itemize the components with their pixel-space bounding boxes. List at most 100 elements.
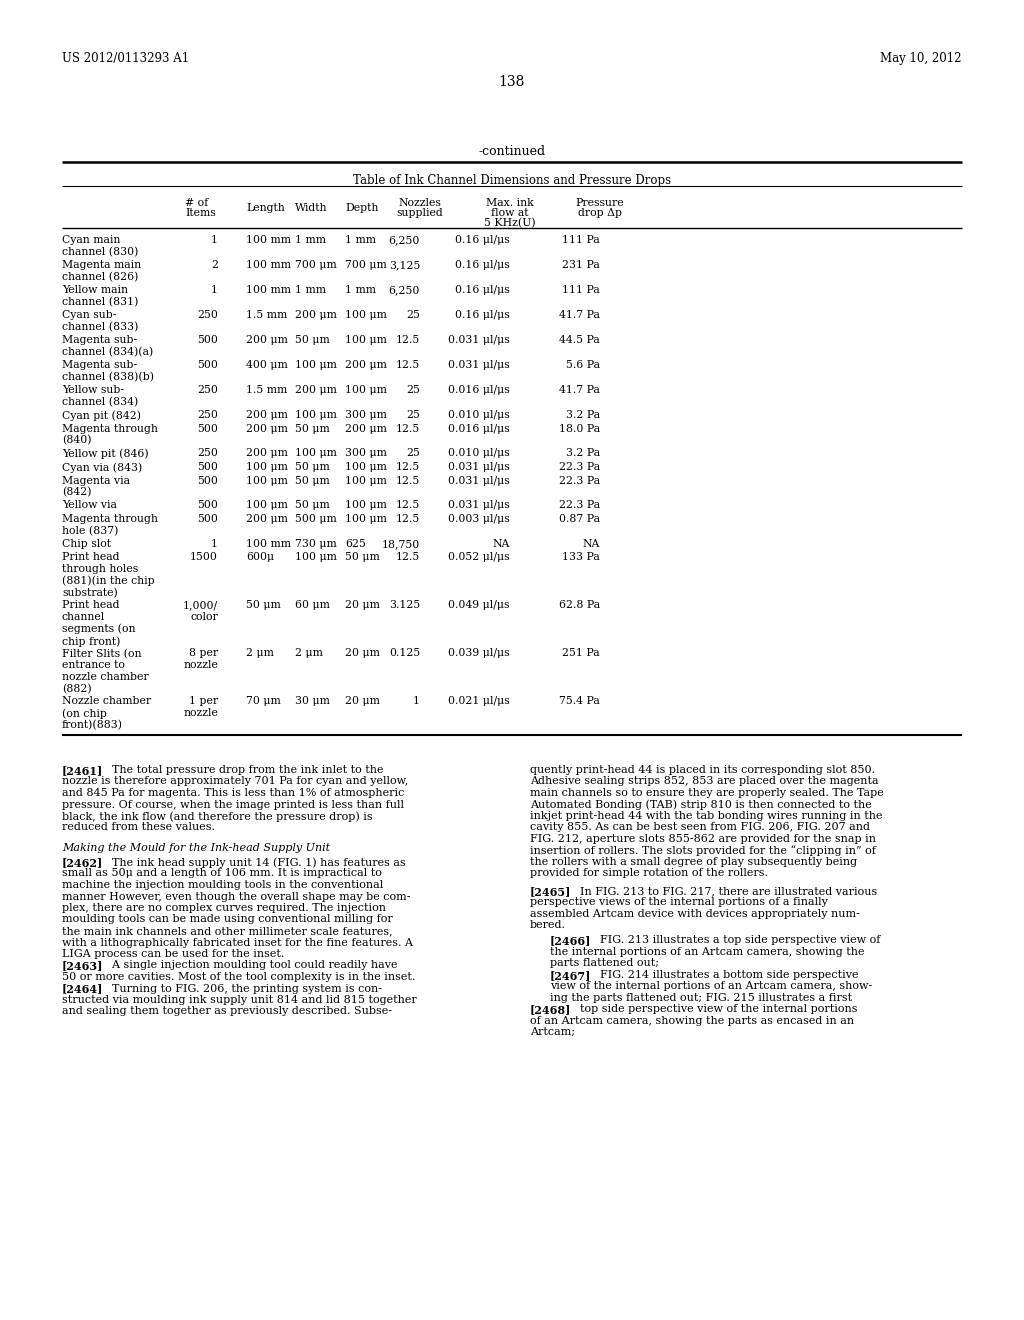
- Text: 50 μm: 50 μm: [295, 475, 330, 486]
- Text: 133 Pa: 133 Pa: [562, 553, 600, 562]
- Text: drop Δp: drop Δp: [578, 209, 622, 218]
- Text: Cyan main
channel (830): Cyan main channel (830): [62, 235, 138, 257]
- Text: [2463]: [2463]: [62, 961, 103, 972]
- Text: 600μ: 600μ: [246, 553, 274, 562]
- Text: 20 μm: 20 μm: [345, 648, 380, 659]
- Text: 0.016 μl/μs: 0.016 μl/μs: [449, 424, 510, 433]
- Text: 100 μm: 100 μm: [246, 462, 288, 473]
- Text: machine the injection moulding tools in the conventional: machine the injection moulding tools in …: [62, 880, 383, 890]
- Text: 0.031 μl/μs: 0.031 μl/μs: [449, 500, 510, 511]
- Text: supplied: supplied: [396, 209, 443, 218]
- Text: Yellow via: Yellow via: [62, 500, 117, 511]
- Text: 0.049 μl/μs: 0.049 μl/μs: [449, 601, 510, 610]
- Text: 20 μm: 20 μm: [345, 601, 380, 610]
- Text: pressure. Of course, when the image printed is less than full: pressure. Of course, when the image prin…: [62, 800, 404, 809]
- Text: 200 μm: 200 μm: [246, 335, 288, 345]
- Text: 1: 1: [413, 697, 420, 706]
- Text: 12.5: 12.5: [395, 360, 420, 370]
- Text: 500 μm: 500 μm: [295, 513, 337, 524]
- Text: Magenta sub-
channel (834)(a): Magenta sub- channel (834)(a): [62, 335, 154, 356]
- Text: 3.2 Pa: 3.2 Pa: [566, 411, 600, 420]
- Text: 8 per
nozzle: 8 per nozzle: [183, 648, 218, 671]
- Text: 50 μm: 50 μm: [295, 335, 330, 345]
- Text: and 845 Pa for magenta. This is less than 1% of atmospheric: and 845 Pa for magenta. This is less tha…: [62, 788, 404, 799]
- Text: 18,750: 18,750: [382, 539, 420, 549]
- Text: 111 Pa: 111 Pa: [562, 235, 600, 246]
- Text: Yellow sub-
channel (834): Yellow sub- channel (834): [62, 385, 138, 407]
- Text: 500: 500: [198, 424, 218, 433]
- Text: Adhesive sealing strips 852, 853 are placed over the magenta: Adhesive sealing strips 852, 853 are pla…: [530, 776, 879, 787]
- Text: 100 μm: 100 μm: [295, 449, 337, 458]
- Text: reduced from these values.: reduced from these values.: [62, 822, 215, 833]
- Text: Print head
channel
segments (on
chip front): Print head channel segments (on chip fro…: [62, 601, 135, 647]
- Text: and sealing them together as previously described. Subse-: and sealing them together as previously …: [62, 1006, 392, 1016]
- Text: 500: 500: [198, 475, 218, 486]
- Text: 250: 250: [198, 411, 218, 420]
- Text: 12.5: 12.5: [395, 513, 420, 524]
- Text: [2462]: [2462]: [62, 857, 103, 869]
- Text: 5 KHz(U): 5 KHz(U): [484, 218, 536, 228]
- Text: Yellow pit (846): Yellow pit (846): [62, 449, 148, 459]
- Text: 250: 250: [198, 310, 218, 319]
- Text: 0.16 μl/μs: 0.16 μl/μs: [456, 260, 510, 271]
- Text: 12.5: 12.5: [395, 424, 420, 433]
- Text: flow at: flow at: [492, 209, 528, 218]
- Text: 18.0 Pa: 18.0 Pa: [559, 424, 600, 433]
- Text: 500: 500: [198, 335, 218, 345]
- Text: 1 mm: 1 mm: [345, 235, 376, 246]
- Text: 100 μm: 100 μm: [295, 553, 337, 562]
- Text: [2461]: [2461]: [62, 766, 103, 776]
- Text: [2466]: [2466]: [550, 935, 592, 946]
- Text: 2 μm: 2 μm: [295, 648, 323, 659]
- Text: 0.16 μl/μs: 0.16 μl/μs: [456, 310, 510, 319]
- Text: 200 μm: 200 μm: [295, 385, 337, 395]
- Text: Magenta through
hole (837): Magenta through hole (837): [62, 513, 158, 536]
- Text: ing the parts flattened out; FIG. 215 illustrates a first: ing the parts flattened out; FIG. 215 il…: [550, 993, 852, 1003]
- Text: 1: 1: [211, 235, 218, 246]
- Text: Max. ink: Max. ink: [486, 198, 534, 209]
- Text: 62.8 Pa: 62.8 Pa: [559, 601, 600, 610]
- Text: [2464]: [2464]: [62, 983, 103, 994]
- Text: 500: 500: [198, 360, 218, 370]
- Text: Nozzle chamber
(on chip
front)(883): Nozzle chamber (on chip front)(883): [62, 697, 152, 731]
- Text: Yellow main
channel (831): Yellow main channel (831): [62, 285, 138, 308]
- Text: view of the internal portions of an Artcam camera, show-: view of the internal portions of an Artc…: [550, 981, 872, 991]
- Text: 22.3 Pa: 22.3 Pa: [559, 475, 600, 486]
- Text: 1,000/
color: 1,000/ color: [183, 601, 218, 622]
- Text: FIG. 212, aperture slots 855-862 are provided for the snap in: FIG. 212, aperture slots 855-862 are pro…: [530, 834, 876, 843]
- Text: 50 μm: 50 μm: [295, 424, 330, 433]
- Text: 50 μm: 50 μm: [295, 500, 330, 511]
- Text: 100 μm: 100 μm: [246, 475, 288, 486]
- Text: 0.87 Pa: 0.87 Pa: [559, 513, 600, 524]
- Text: 0.16 μl/μs: 0.16 μl/μs: [456, 235, 510, 246]
- Text: Items: Items: [185, 209, 216, 218]
- Text: Table of Ink Channel Dimensions and Pressure Drops: Table of Ink Channel Dimensions and Pres…: [353, 174, 671, 187]
- Text: with a lithographically fabricated inset for the fine features. A: with a lithographically fabricated inset…: [62, 937, 413, 948]
- Text: the main ink channels and other millimeter scale features,: the main ink channels and other millimet…: [62, 927, 392, 936]
- Text: 50 μm: 50 μm: [246, 601, 281, 610]
- Text: 0.003 μl/μs: 0.003 μl/μs: [449, 513, 510, 524]
- Text: 1: 1: [211, 285, 218, 294]
- Text: 100 μm: 100 μm: [345, 335, 387, 345]
- Text: A single injection moulding tool could readily have: A single injection moulding tool could r…: [105, 961, 397, 970]
- Text: NA: NA: [583, 539, 600, 549]
- Text: 12.5: 12.5: [395, 335, 420, 345]
- Text: 100 μm: 100 μm: [295, 360, 337, 370]
- Text: 41.7 Pa: 41.7 Pa: [559, 310, 600, 319]
- Text: 41.7 Pa: 41.7 Pa: [559, 385, 600, 395]
- Text: 0.031 μl/μs: 0.031 μl/μs: [449, 360, 510, 370]
- Text: Pressure: Pressure: [575, 198, 625, 209]
- Text: 50 μm: 50 μm: [295, 462, 330, 473]
- Text: 3.125: 3.125: [389, 601, 420, 610]
- Text: The total pressure drop from the ink inlet to the: The total pressure drop from the ink inl…: [105, 766, 384, 775]
- Text: 250: 250: [198, 449, 218, 458]
- Text: 0.010 μl/μs: 0.010 μl/μs: [449, 411, 510, 420]
- Text: insertion of rollers. The slots provided for the “clipping in” of: insertion of rollers. The slots provided…: [530, 846, 876, 857]
- Text: 251 Pa: 251 Pa: [562, 648, 600, 659]
- Text: 12.5: 12.5: [395, 553, 420, 562]
- Text: Length: Length: [246, 203, 285, 213]
- Text: 200 μm: 200 μm: [246, 411, 288, 420]
- Text: 700 μm: 700 μm: [345, 260, 387, 271]
- Text: the rollers with a small degree of play subsequently being: the rollers with a small degree of play …: [530, 857, 857, 867]
- Text: 1 mm: 1 mm: [295, 235, 326, 246]
